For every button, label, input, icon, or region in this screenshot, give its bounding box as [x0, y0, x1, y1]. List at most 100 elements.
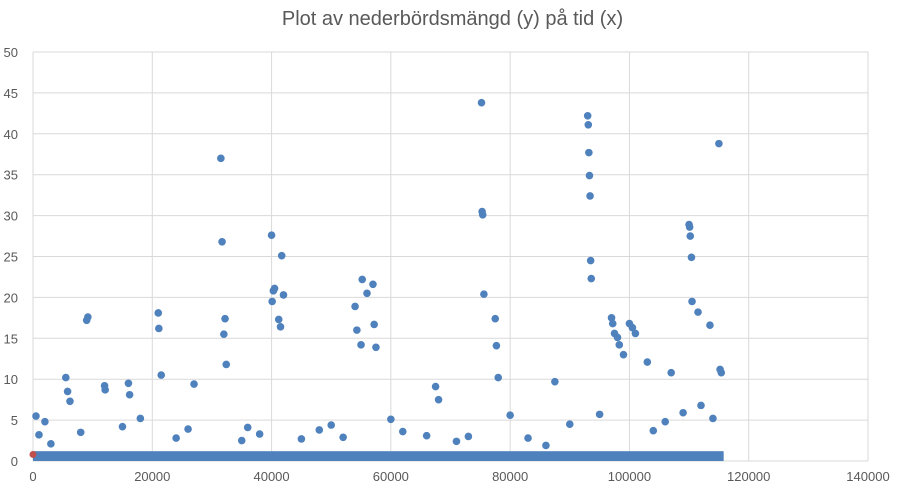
y-tick-label: 40	[4, 127, 18, 142]
data-point	[124, 379, 133, 388]
data-point	[434, 395, 443, 404]
data-point	[358, 275, 367, 284]
data-point	[32, 412, 40, 420]
data-point	[595, 410, 604, 419]
x-tick-label: 60000	[373, 469, 409, 484]
data-point	[66, 397, 74, 406]
data-point	[586, 256, 595, 265]
data-point	[477, 98, 486, 107]
highlight-point	[29, 450, 37, 458]
baseline-point-band	[33, 451, 724, 461]
data-point	[369, 280, 377, 289]
data-point	[372, 343, 380, 352]
data-point	[452, 437, 461, 446]
y-tick-label: 30	[4, 209, 18, 224]
data-point	[339, 433, 347, 442]
data-point	[587, 274, 596, 283]
data-point	[551, 377, 559, 386]
data-point	[157, 371, 166, 379]
data-point	[222, 360, 231, 369]
data-point	[101, 386, 109, 394]
data-point	[694, 308, 702, 316]
data-point	[270, 284, 279, 293]
y-tick-label: 10	[4, 372, 18, 387]
x-tick-label: 0	[29, 469, 36, 484]
data-point	[706, 321, 714, 330]
data-point	[243, 423, 252, 432]
data-point	[667, 368, 675, 377]
data-point	[613, 333, 622, 342]
data-point	[431, 382, 440, 391]
data-point	[63, 387, 72, 396]
data-point	[480, 290, 488, 298]
x-tick-label: 20000	[134, 469, 170, 484]
data-point	[118, 422, 127, 431]
data-point	[155, 324, 163, 333]
data-point	[697, 401, 705, 410]
data-point	[190, 380, 198, 388]
data-point	[584, 121, 593, 129]
data-point	[62, 373, 70, 382]
data-point	[464, 432, 473, 441]
data-point	[279, 291, 288, 299]
chart-title: Plot av nederbördsmängd (y) på tid (x)	[281, 8, 624, 30]
data-point	[492, 341, 501, 350]
x-tick-label: 100000	[608, 469, 651, 484]
data-point	[274, 315, 283, 324]
x-tick-label: 120000	[727, 469, 770, 484]
data-point	[353, 326, 361, 334]
data-point	[136, 414, 145, 423]
data-point	[619, 350, 628, 359]
y-tick-label: 5	[11, 413, 18, 428]
data-point	[370, 320, 378, 329]
data-point	[649, 426, 658, 435]
data-point	[220, 330, 228, 339]
data-point	[277, 251, 286, 260]
data-point	[565, 420, 574, 428]
data-point	[583, 112, 592, 120]
data-point	[76, 428, 85, 437]
data-point	[315, 426, 324, 434]
data-point	[585, 171, 594, 180]
data-point	[686, 232, 695, 240]
data-point	[586, 192, 594, 200]
y-tick-label: 35	[4, 168, 18, 183]
data-point	[154, 309, 163, 317]
data-point	[494, 373, 503, 382]
y-tick-label: 20	[4, 290, 18, 305]
data-point	[125, 390, 134, 399]
data-point	[478, 210, 487, 219]
data-point	[688, 297, 696, 306]
data-point	[524, 434, 532, 442]
y-tick-label: 0	[11, 454, 18, 469]
data-point	[184, 425, 192, 433]
x-tick-label: 140000	[846, 469, 889, 484]
data-point	[687, 253, 696, 262]
y-tick-label: 45	[4, 86, 18, 101]
data-point	[661, 417, 670, 426]
data-point	[351, 302, 359, 311]
data-point	[357, 341, 365, 349]
data-point	[84, 313, 92, 321]
data-point	[615, 341, 624, 349]
data-point	[268, 297, 276, 306]
data-point	[709, 414, 717, 423]
data-point	[41, 417, 49, 426]
y-tick-label: 15	[4, 331, 18, 346]
data-point	[297, 435, 306, 443]
data-point	[643, 358, 652, 366]
data-point	[585, 148, 593, 157]
data-point	[628, 323, 637, 332]
y-tick-label: 50	[4, 45, 18, 60]
data-point	[717, 368, 726, 377]
data-point	[398, 427, 407, 436]
data-point	[255, 430, 264, 438]
data-point	[217, 154, 225, 163]
data-point	[607, 314, 616, 322]
data-point	[491, 314, 500, 323]
data-point	[506, 411, 514, 419]
data-point	[422, 431, 431, 440]
y-tick-label: 25	[4, 250, 18, 265]
data-point	[542, 441, 550, 450]
